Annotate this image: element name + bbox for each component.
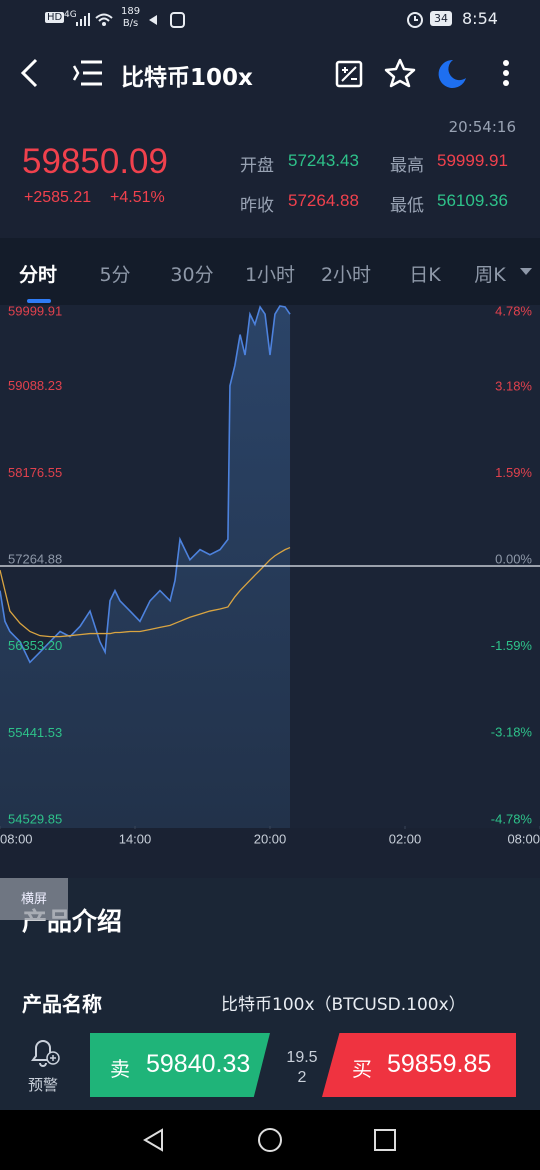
y2-tick-label: 3.18% xyxy=(495,378,532,393)
sell-label: 卖 xyxy=(110,1057,130,1081)
average-line xyxy=(0,546,291,638)
calculator-button[interactable] xyxy=(335,60,363,88)
y-tick-label: 57264.88 xyxy=(8,551,62,566)
y-tick-label: 59999.91 xyxy=(8,305,62,318)
alarm-icon xyxy=(407,12,423,28)
speed-unit: B/s xyxy=(122,18,139,29)
menu-button[interactable] xyxy=(72,60,104,86)
header-title: 比特币100x xyxy=(121,65,253,91)
high-value: 59999.91 xyxy=(437,151,508,170)
y2-tick-label: -3.18% xyxy=(491,724,533,739)
price-change-pct: +4.51% xyxy=(110,189,165,206)
prev-close-label: 昨收 xyxy=(240,196,274,216)
period-tab[interactable]: 1小时 xyxy=(244,264,296,286)
period-tab[interactable]: 30分 xyxy=(170,264,214,286)
y2-tick-label: 1.59% xyxy=(495,465,532,480)
y2-tick-label: 4.78% xyxy=(495,305,532,318)
y-tick-label: 55441.53 xyxy=(8,725,62,740)
x-tick-label: 20:00 xyxy=(254,831,287,846)
status-bar: HD 4G 189 B/s 34 8:54 xyxy=(0,0,540,40)
open-value: 57243.43 xyxy=(288,151,359,170)
alert-label: 预警 xyxy=(28,1076,59,1094)
x-tick-label: 08:00 xyxy=(0,831,33,846)
period-tab[interactable]: 分时 xyxy=(18,264,58,286)
nav-back[interactable] xyxy=(142,1128,166,1152)
night-mode-button[interactable] xyxy=(435,57,469,91)
clock: 8:54 xyxy=(462,9,498,28)
low-value: 56109.36 xyxy=(437,191,508,210)
trade-bar: 预警 卖 59840.33 19.52 买 59859.85 xyxy=(0,1020,540,1110)
price-area xyxy=(0,306,291,828)
prev-close-value: 57264.88 xyxy=(288,191,359,210)
nav-recent[interactable] xyxy=(373,1128,397,1152)
hd-icon: HD xyxy=(45,12,65,23)
tab-indicator xyxy=(27,299,51,303)
more-button[interactable] xyxy=(500,58,512,90)
x-tick-label: 08:00 xyxy=(507,831,540,846)
price-line xyxy=(0,305,291,664)
buy-price: 59859.85 xyxy=(387,1050,492,1078)
quote-panel: 20:54:16 59850.09 +2585.21 +4.51% 开盘 572… xyxy=(0,108,540,238)
x-axis-band xyxy=(0,828,540,865)
y-tick-label: 58176.55 xyxy=(8,465,62,480)
product-name-value: 比特币100x（BTCUSD.100x） xyxy=(221,995,466,1015)
nav-home[interactable] xyxy=(257,1127,283,1153)
buy-label: 买 xyxy=(352,1057,372,1081)
y2-tick-label: 0.00% xyxy=(495,551,532,566)
alert-icon[interactable] xyxy=(28,1036,62,1068)
product-name-label: 产品名称 xyxy=(22,992,102,1016)
y-tick-label: 54529.85 xyxy=(8,811,62,826)
period-tab[interactable]: 周K xyxy=(474,264,506,286)
quote-time: 20:54:16 xyxy=(448,118,516,136)
period-tabs: 分时 5分 30分 1小时 2小时 日K 周K xyxy=(0,238,540,305)
nav-bar xyxy=(0,1110,540,1170)
header: 比特币100x xyxy=(0,40,540,108)
tab-dropdown[interactable] xyxy=(519,266,533,276)
buy-button[interactable]: 买 59859.85 xyxy=(322,1033,516,1097)
speed-value: 189 xyxy=(121,6,141,17)
y-tick-label: 56353.20 xyxy=(8,638,62,653)
spread: 19.52 xyxy=(286,1049,318,1086)
price-change: +2585.21 xyxy=(24,189,92,206)
favorite-button[interactable] xyxy=(384,57,416,89)
x-tick-label: 14:00 xyxy=(119,831,152,846)
x-tick-label: 02:00 xyxy=(389,831,422,846)
landscape-button[interactable]: 横屏 xyxy=(0,878,68,920)
low-label: 最低 xyxy=(390,196,424,216)
open-label: 开盘 xyxy=(240,156,274,176)
sell-button[interactable]: 卖 59840.33 xyxy=(90,1033,270,1097)
high-label: 最高 xyxy=(390,156,424,176)
y2-tick-label: -4.78% xyxy=(491,811,533,826)
period-tab[interactable]: 5分 xyxy=(99,264,131,286)
signal-wifi-icons xyxy=(76,13,113,26)
network-type: 4G xyxy=(64,10,77,20)
battery: 34 xyxy=(430,11,452,26)
net-speed: 189 B/s xyxy=(121,6,140,30)
back-button[interactable] xyxy=(18,58,42,88)
app-icons xyxy=(149,12,185,28)
period-tab[interactable]: 2小时 xyxy=(320,264,372,286)
y-tick-label: 59088.23 xyxy=(8,378,62,393)
y2-tick-label: -1.59% xyxy=(491,638,533,653)
sell-price: 59840.33 xyxy=(146,1050,251,1078)
chart: 59999.91 59088.23 58176.55 57264.88 56353.20… xyxy=(0,305,540,865)
last-price: 59850.09 xyxy=(22,142,168,181)
intro-section: 产品介绍 产品名称 比特币100x（BTCUSD.100x） xyxy=(0,878,540,1020)
period-tab[interactable]: 日K xyxy=(409,264,441,286)
